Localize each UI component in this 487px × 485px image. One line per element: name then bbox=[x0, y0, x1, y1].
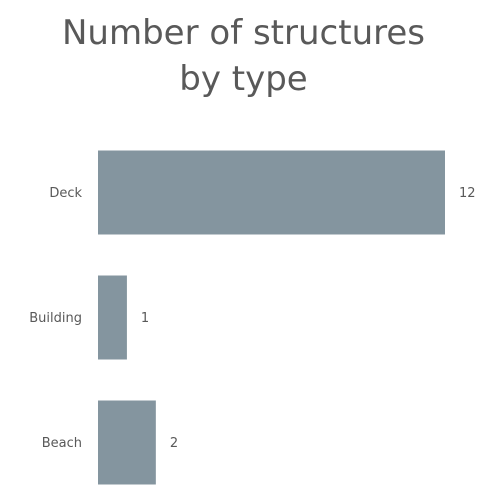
chart-title-line-2: by type bbox=[179, 59, 308, 99]
chart-title-line-1: Number of structures bbox=[62, 13, 425, 53]
chart-title: Number of structures by type bbox=[0, 10, 487, 102]
category-label-deck: Deck bbox=[49, 186, 82, 201]
bar-building bbox=[98, 275, 127, 360]
value-label-building: 1 bbox=[141, 311, 149, 326]
category-label-beach: Beach bbox=[42, 436, 82, 451]
plot-area: Deck 12 Building 1 Beach 2 bbox=[29, 150, 476, 485]
value-label-deck: 12 bbox=[459, 186, 476, 201]
category-label-building: Building bbox=[29, 311, 82, 326]
bar-beach bbox=[98, 400, 156, 485]
value-label-beach: 2 bbox=[170, 436, 178, 451]
bar-deck bbox=[98, 150, 445, 235]
